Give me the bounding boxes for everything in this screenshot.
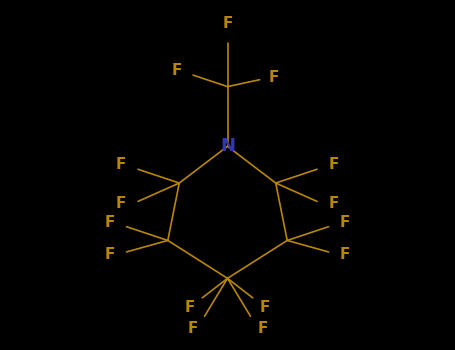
Text: F: F [260,300,270,315]
Text: F: F [340,247,350,262]
Text: F: F [329,196,339,211]
Text: F: F [171,63,182,78]
Text: F: F [105,247,115,262]
Text: F: F [329,157,339,172]
Text: F: F [269,70,279,85]
Text: F: F [185,300,195,315]
Text: F: F [187,321,197,336]
Text: N: N [220,137,235,155]
Text: F: F [340,215,350,230]
Text: F: F [105,215,115,230]
Text: F: F [258,321,268,336]
Text: F: F [116,196,126,211]
Text: F: F [116,157,126,172]
Text: F: F [222,16,233,32]
